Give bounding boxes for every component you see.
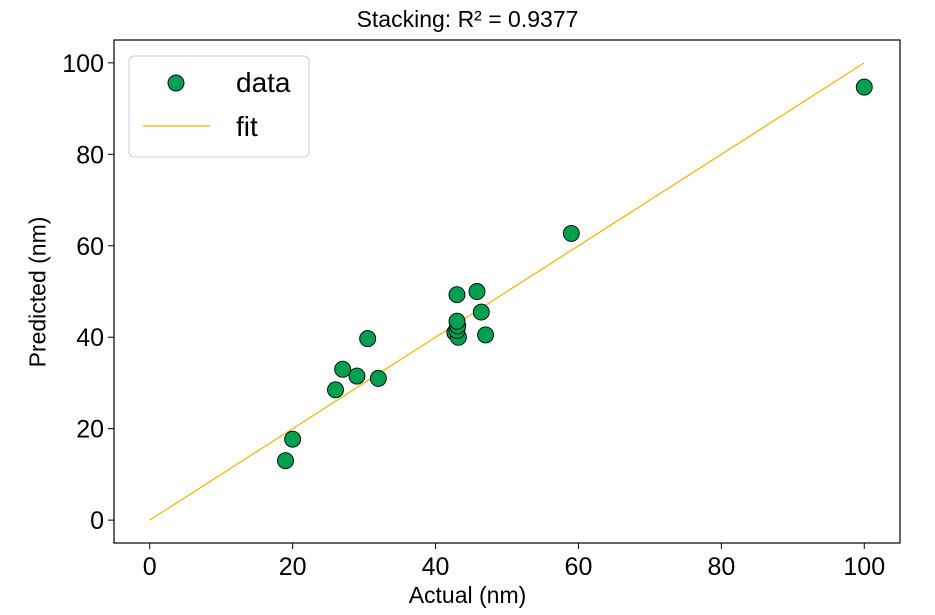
y-tick-label: 100 — [62, 50, 104, 78]
y-axis-ticks: 0 20 40 60 80 100 — [62, 50, 114, 535]
data-point — [359, 330, 377, 348]
data-point — [369, 369, 387, 387]
data-point — [327, 381, 344, 399]
y-tick-label: 80 — [76, 141, 104, 169]
data-point — [448, 286, 466, 304]
data-point — [562, 224, 580, 242]
chart-title: Stacking: R² = 0.9377 — [356, 6, 579, 32]
data-point — [855, 78, 873, 96]
data-point — [334, 360, 352, 378]
data-point — [448, 312, 466, 330]
y-tick-label: 20 — [76, 416, 104, 444]
x-tick-label: 40 — [422, 553, 450, 581]
data-points-layer — [277, 78, 873, 470]
x-axis-ticks: 0 20 40 60 80 100 — [143, 543, 885, 581]
x-tick-label: 80 — [707, 553, 735, 581]
data-point — [477, 326, 495, 344]
fit-line — [149, 62, 865, 521]
y-tick-label: 60 — [76, 233, 104, 261]
legend-data-label: data — [236, 67, 291, 98]
legend: data fit — [128, 55, 310, 158]
data-point — [277, 452, 294, 470]
data-point — [348, 367, 366, 385]
data-point — [468, 283, 486, 300]
data-point — [472, 303, 490, 321]
x-tick-label: 100 — [843, 553, 885, 581]
y-tick-label: 0 — [90, 507, 104, 535]
x-tick-label: 60 — [565, 553, 593, 581]
axes-frame — [113, 39, 901, 544]
legend-data-marker — [167, 74, 185, 92]
y-tick-label: 40 — [76, 324, 104, 352]
x-tick-label: 0 — [143, 553, 157, 581]
fit-line-layer — [149, 62, 865, 521]
x-tick-label: 20 — [279, 553, 307, 581]
data-point — [284, 430, 302, 448]
x-axis-label: Actual (nm) — [408, 582, 527, 608]
legend-fit-label: fit — [236, 111, 258, 142]
